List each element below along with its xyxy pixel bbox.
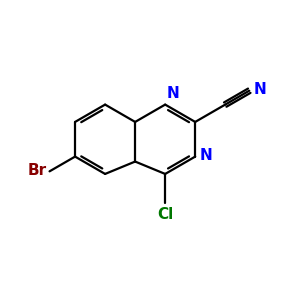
Text: N: N <box>200 148 213 163</box>
Text: N: N <box>166 86 179 101</box>
Text: Cl: Cl <box>157 207 173 222</box>
Text: Br: Br <box>27 163 46 178</box>
Text: N: N <box>254 82 267 97</box>
